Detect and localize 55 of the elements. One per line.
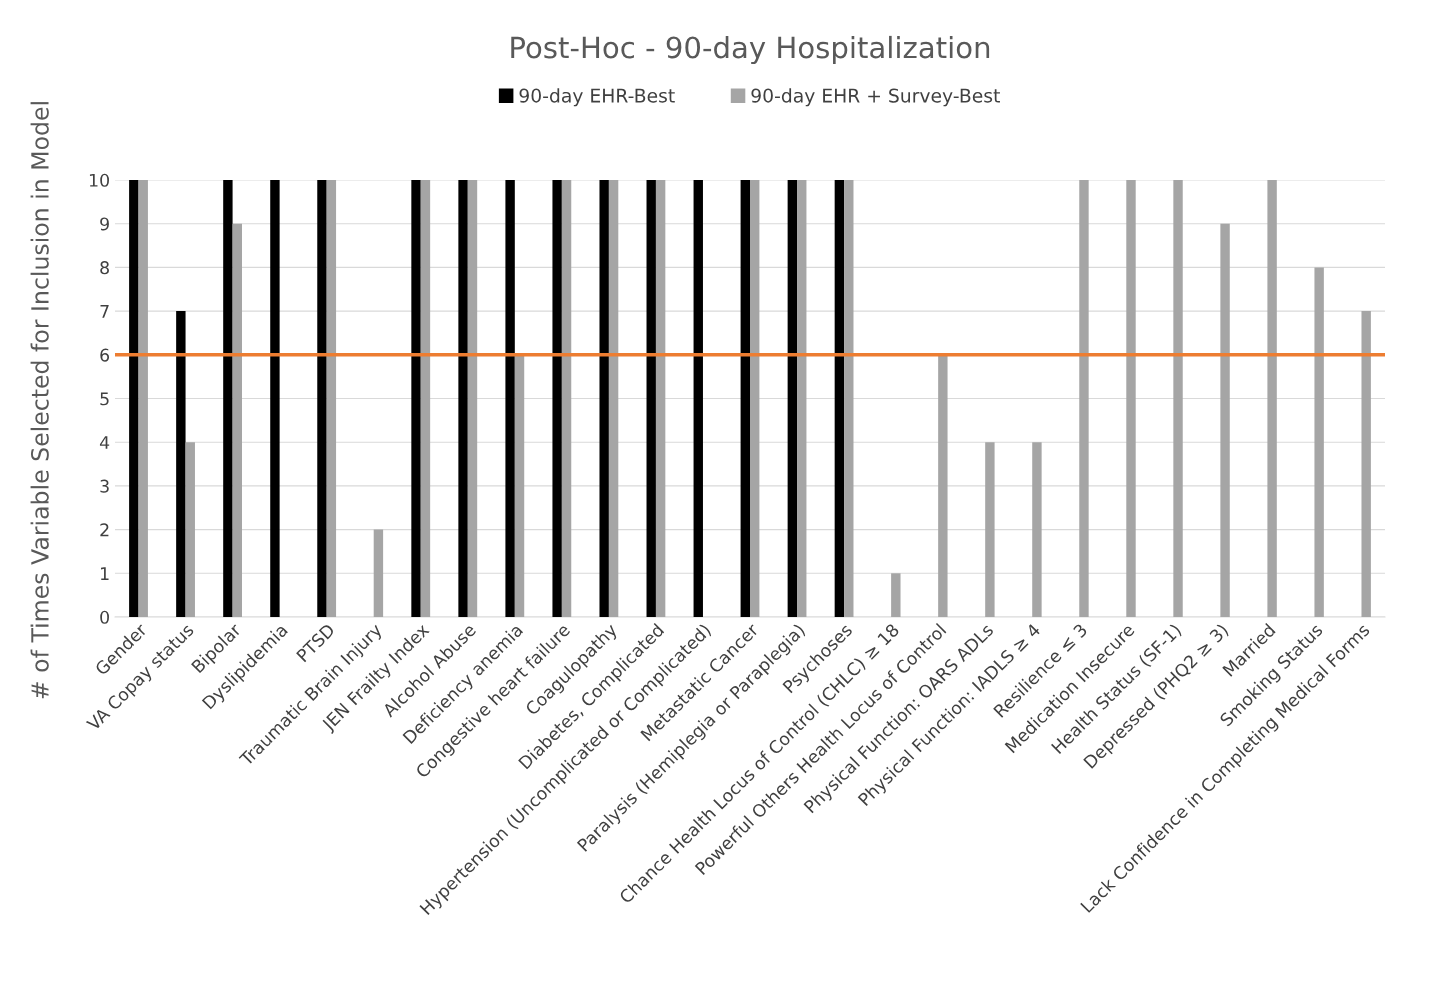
y-tick-label: 4 [99,436,110,449]
bar [787,180,798,617]
bar [1314,267,1324,617]
chart-title: Post-Hoc - 90-day Hospitalization [511,35,990,65]
bar [467,180,478,617]
bar [176,311,186,617]
legend-label: 90-day EHR + Survey-Best [751,88,1000,107]
bar [129,180,139,617]
bar [599,180,609,617]
y-tick-label: 3 [100,479,109,493]
bar [223,180,233,617]
y-tick-label: 9 [100,217,109,231]
bar [693,180,703,617]
y-tick-label: 1 [101,567,109,580]
bar [985,442,995,617]
bar [326,180,337,617]
bar [373,529,384,617]
bar [655,180,666,617]
bar [1220,223,1230,617]
bar [514,354,525,617]
bar [1267,180,1277,617]
bar [750,180,760,617]
bar [608,180,619,617]
y-tick-label: 6 [100,348,110,362]
bar [561,180,572,617]
bar [1079,180,1089,617]
y-tick-label: 2 [100,523,109,537]
bar [270,180,280,617]
y-tick-label: 10 [89,173,109,187]
bar [740,180,750,617]
legend-label: 90-day EHR-Best [519,88,675,107]
bar [185,442,195,617]
bar [646,180,656,617]
bar [420,180,431,617]
bar [138,180,148,617]
bar [232,223,242,617]
bar [458,180,468,617]
y-tick-label: 7 [100,305,109,318]
y-axis-title: # of Times Variable Selected for Inclusion in Model [30,102,49,699]
bar [891,573,901,617]
y-tick-label: 8 [100,261,109,275]
y-tick-label: 5 [100,392,109,406]
bar [1361,311,1371,617]
bar [1173,180,1183,617]
bar [834,180,845,617]
bar [1126,180,1136,617]
bar [797,180,807,617]
bar [1032,442,1042,617]
y-tick-label: 0 [100,610,109,624]
bar [844,180,854,617]
bar [938,354,948,617]
bar [552,180,562,617]
bar [411,180,421,617]
bar [505,180,515,617]
bar [317,180,327,617]
